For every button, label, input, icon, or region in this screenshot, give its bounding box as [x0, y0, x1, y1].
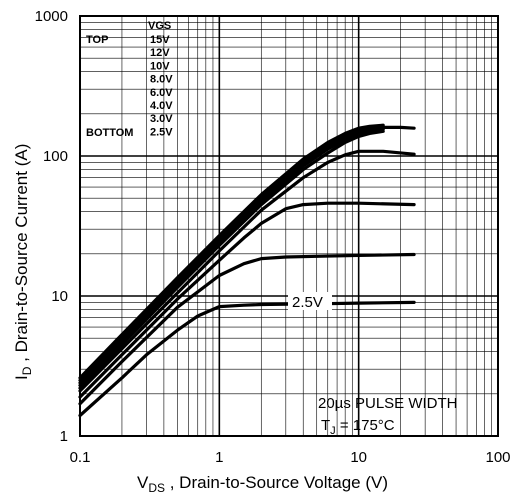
annotation: 20µs PULSE WIDTH TJ = 175°C	[318, 395, 458, 437]
x-tick-label: 10	[350, 449, 367, 466]
series-line	[78, 127, 385, 387]
legend-entry: 2.5V	[150, 126, 173, 138]
curve-label: 2.5V	[292, 294, 323, 311]
series-line	[78, 201, 416, 399]
legend-entry: 6.0V	[150, 87, 173, 99]
plot-frame	[79, 15, 499, 437]
legend-entry: 4.0V	[150, 100, 173, 112]
x-tick-label: 0.1	[70, 449, 91, 466]
legend-entry: 12V	[150, 47, 170, 59]
grid	[79, 16, 498, 437]
series-layer	[78, 123, 416, 418]
legend-top-label: TOP	[86, 34, 108, 46]
series-line	[78, 149, 416, 393]
legend-bottom-label: BOTTOM	[86, 127, 133, 139]
y-tick-label: 1	[60, 428, 68, 445]
annotation-line1: 20µs PULSE WIDTH	[318, 395, 458, 412]
y-axis-title: ID , Drain-to-Source Current (A)	[12, 144, 34, 380]
legend-entry: 8.0V	[150, 74, 173, 86]
annotation-line2: TJ = 175°C	[321, 417, 395, 437]
series-line	[78, 126, 385, 385]
legend-entry: 3.0V	[150, 113, 173, 125]
legend-header: VGS	[148, 20, 171, 32]
y-tick-label: 10	[51, 288, 68, 305]
legend-entry: 10V	[150, 60, 170, 72]
x-tick-label: 100	[485, 449, 510, 466]
series-line	[78, 129, 385, 390]
legend-entry: 15V	[150, 34, 170, 46]
x-axis-title: VDS , Drain-to-Source Voltage (V)	[137, 473, 388, 495]
y-tick-label: 1000	[35, 8, 68, 25]
series-line	[78, 252, 416, 406]
curve-label-group: 2.5V	[288, 292, 332, 311]
y-tick-label: 100	[43, 148, 68, 165]
x-tick-label: 1	[215, 449, 223, 466]
